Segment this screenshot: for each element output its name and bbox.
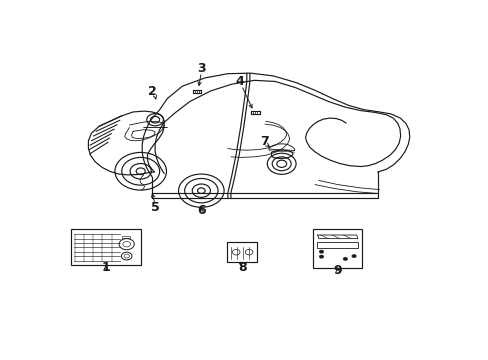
Text: 7: 7	[259, 135, 268, 148]
Text: 9: 9	[333, 264, 342, 277]
Bar	[312, 229, 362, 268]
Bar	[316, 242, 357, 248]
Text: 3: 3	[197, 62, 205, 75]
Circle shape	[319, 255, 323, 258]
Text: 5: 5	[150, 201, 159, 214]
Bar	[226, 242, 257, 262]
Circle shape	[351, 255, 356, 258]
Text: 8: 8	[238, 261, 246, 274]
Text: 2: 2	[148, 85, 157, 98]
Circle shape	[319, 250, 323, 253]
Text: 4: 4	[235, 75, 244, 88]
Text: 6: 6	[197, 204, 205, 217]
Text: 1: 1	[102, 261, 110, 274]
Circle shape	[343, 257, 347, 261]
Bar	[122, 235, 129, 238]
Bar	[70, 229, 141, 265]
